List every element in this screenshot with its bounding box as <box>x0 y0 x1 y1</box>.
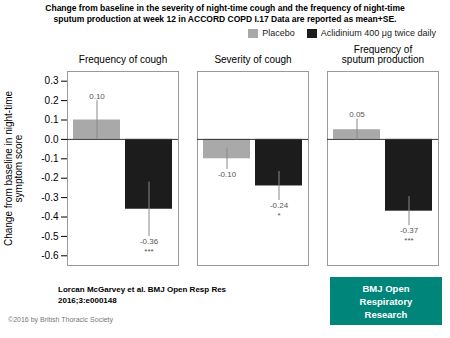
svg-text:-0.37: -0.37 <box>400 226 419 235</box>
svg-text:Frequency ofsputum production: Frequency ofsputum production <box>342 44 424 65</box>
svg-text:Change from baseline in night-: Change from baseline in night-timesympto… <box>3 91 24 247</box>
html-text:©2016 by British Thoracic Soci: ©2016 by British Thoracic Society <box>8 316 113 323</box>
svg-text:0.1: 0.1 <box>45 114 59 125</box>
svg-text:***: *** <box>144 247 153 256</box>
html-text:Lorcan McGarvey et al. BMJ Ope: Lorcan McGarvey et al. BMJ Open Resp Res <box>58 285 227 294</box>
html-text:Change from baseline in the se: Change from baseline in the severity of … <box>45 3 405 24</box>
svg-text:0.10: 0.10 <box>89 92 105 101</box>
svg-text:-0.1: -0.1 <box>41 153 59 164</box>
svg-text:0.05: 0.05 <box>349 110 365 119</box>
svg-text:-0.6: -0.6 <box>41 250 59 261</box>
svg-text:0.0: 0.0 <box>45 134 59 145</box>
svg-text:*: * <box>277 211 280 220</box>
html-text:Aclidinium 400 μg twice daily: Aclidinium 400 μg twice daily <box>320 28 436 38</box>
svg-text:Frequency of cough: Frequency of cough <box>79 54 167 65</box>
svg-text:-0.2: -0.2 <box>41 172 59 183</box>
svg-text:-0.24: -0.24 <box>270 201 289 210</box>
svg-text:-0.5: -0.5 <box>41 231 59 242</box>
html-text:2016;3:e000148: 2016;3:e000148 <box>58 296 117 305</box>
svg-text:0.3: 0.3 <box>45 75 59 86</box>
svg-text:-0.36: -0.36 <box>140 237 159 246</box>
svg-text:0.2: 0.2 <box>45 95 59 106</box>
svg-text:-0.4: -0.4 <box>41 211 59 222</box>
svg-text:Severity of cough: Severity of cough <box>214 54 291 65</box>
html-text:Placebo: Placebo <box>262 28 295 38</box>
html-text:BMJ Open Respiratory Research: BMJ Open Respiratory Research <box>359 282 413 320</box>
svg-text:-0.10: -0.10 <box>218 170 237 179</box>
svg-text:***: *** <box>404 236 413 245</box>
svg-text:-0.3: -0.3 <box>41 192 59 203</box>
